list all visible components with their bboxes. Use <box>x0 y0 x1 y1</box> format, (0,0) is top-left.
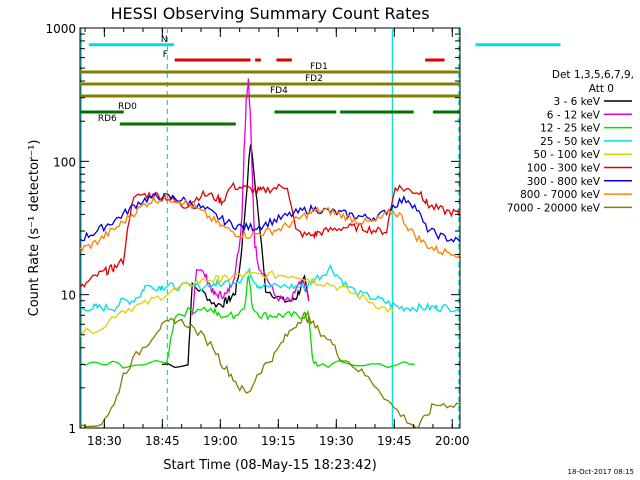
x-tick-label-5: 19:45 <box>377 434 412 448</box>
series-line-8 <box>79 311 461 429</box>
y-axis-label: Count Rate (s⁻¹ detector⁻¹) <box>27 140 42 317</box>
legend-label-8: 7000 - 20000 keV <box>507 202 601 214</box>
x-tick-label-0: 18:30 <box>87 434 122 448</box>
legend-title-line1: Det 1,3,5,6,7,9, <box>552 69 634 81</box>
state-label-f: F <box>163 50 168 60</box>
state-label-fd1: FD1 <box>310 62 328 72</box>
legend-title-line2: Att 0 <box>589 83 614 95</box>
state-label-n: N <box>161 35 168 45</box>
x-tick-label-6: 20:00 <box>435 434 470 448</box>
x-tick-label-1: 18:45 <box>145 434 180 448</box>
plot-border <box>79 27 461 429</box>
legend-label-0: 3 - 6 keV <box>553 96 600 108</box>
state-label-fd4: FD4 <box>270 86 288 96</box>
legend-label-7: 800 - 7000 keV <box>520 189 601 201</box>
x-tick-label-3: 19:15 <box>261 434 296 448</box>
y-tick-label-3: 1000 <box>45 22 76 36</box>
x-tick-label-4: 19:30 <box>319 434 354 448</box>
y-tick-label-2: 100 <box>53 155 76 169</box>
legend-label-2: 12 - 25 keV <box>540 123 601 135</box>
series-line-5 <box>79 181 461 288</box>
legend-label-4: 50 - 100 keV <box>533 149 600 161</box>
legend-label-5: 100 - 300 keV <box>527 163 601 175</box>
chart-title: HESSI Observing Summary Count Rates <box>110 4 429 23</box>
series-line-1 <box>191 78 310 315</box>
series-line-2 <box>79 275 415 369</box>
series-lines <box>79 78 461 429</box>
series-line-7 <box>79 192 461 259</box>
axes: 1 10 100 1000 18:30 18:45 19:00 19:15 19:30 19:45… <box>45 22 469 448</box>
legend-label-3: 25 - 50 keV <box>540 136 601 148</box>
y-tick-label-1: 10 <box>61 289 76 303</box>
series-line-6 <box>79 192 461 243</box>
series-line-3 <box>79 264 461 313</box>
series-line-0 <box>161 144 310 369</box>
legend-label-1: 6 - 12 keV <box>547 109 601 121</box>
y-tick-label-0: 1 <box>68 422 76 436</box>
x-axis-label: Start Time (08-May-15 18:23:42) <box>163 458 377 473</box>
state-label-rd0: RD0 <box>118 102 137 112</box>
legend-label-6: 300 - 800 keV <box>527 176 601 188</box>
generation-timestamp: 18-Oct-2017 08:15 <box>567 468 634 476</box>
state-label-fd2: FD2 <box>305 74 323 84</box>
plot-frame <box>79 27 461 429</box>
series-line-4 <box>79 270 394 337</box>
x-tick-label-2: 19:00 <box>203 434 238 448</box>
state-label-rd6: RD6 <box>98 114 117 124</box>
